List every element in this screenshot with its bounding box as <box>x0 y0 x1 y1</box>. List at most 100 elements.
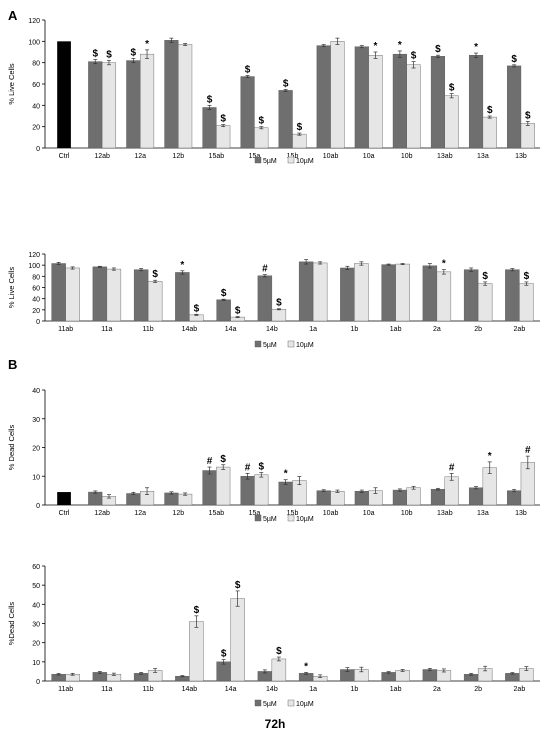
x-tick-label: 10b <box>401 510 413 517</box>
significance-mark: # <box>207 456 213 467</box>
y-axis-label: % Live Cells <box>7 63 16 105</box>
significance-mark: $ <box>524 271 530 282</box>
y-tick-label: 40 <box>32 297 40 304</box>
y-tick-label: 60 <box>32 82 40 89</box>
y-tick-label: 20 <box>32 641 40 648</box>
x-tick-label: 2a <box>433 326 441 333</box>
x-tick-label: 12ab <box>94 153 110 160</box>
x-tick-label: 1ab <box>390 686 402 693</box>
x-tick-label: 13a <box>477 153 489 160</box>
bar-10um <box>230 598 245 682</box>
x-tick-label: 1b <box>350 686 358 693</box>
legend-swatch-5um <box>254 156 262 164</box>
significance-mark: $ <box>258 116 264 127</box>
legend-label-5um: 5µM <box>263 342 277 349</box>
panel-label-a: A <box>8 8 18 23</box>
y-tick-label: 30 <box>32 417 40 424</box>
x-tick-label: 14ab <box>182 686 198 693</box>
significance-mark: $ <box>220 454 226 465</box>
bar-ctrl <box>57 492 71 505</box>
x-tick-label: 15b <box>287 510 299 517</box>
legend-label-10um: 10µM <box>296 701 314 708</box>
x-tick-label: 10a <box>363 153 375 160</box>
x-tick-label: 2b <box>474 686 482 693</box>
x-tick-label: 2ab <box>514 326 526 333</box>
x-tick-label: 15ab <box>209 153 225 160</box>
y-tick-label: 40 <box>32 388 40 395</box>
significance-mark: $ <box>435 44 441 55</box>
legend-swatch-5um <box>254 514 262 522</box>
y-tick-label: 20 <box>32 308 40 315</box>
x-tick-label: 11ab <box>58 686 73 693</box>
x-tick-label: Ctrl <box>59 510 70 517</box>
significance-mark: $ <box>449 83 455 94</box>
significance-mark: $ <box>511 54 517 65</box>
footer-label: 72h <box>264 717 286 731</box>
y-tick-label: 30 <box>32 622 40 629</box>
y-tick-label: 80 <box>32 274 40 281</box>
significance-mark: # <box>262 264 268 275</box>
significance-mark: $ <box>194 303 200 314</box>
x-tick-label: 14b <box>266 686 278 693</box>
significance-mark: $ <box>245 64 251 75</box>
significance-mark: $ <box>297 122 303 133</box>
significance-mark: $ <box>487 105 493 116</box>
significance-mark: $ <box>152 269 158 280</box>
y-tick-label: 10 <box>32 660 40 667</box>
x-tick-label: 2ab <box>514 686 526 693</box>
x-tick-label: 13a <box>477 510 489 517</box>
significance-mark: $ <box>92 48 98 59</box>
significance-mark: $ <box>482 271 488 282</box>
y-tick-label: 100 <box>28 263 40 270</box>
x-tick-label: 14a <box>225 326 237 333</box>
x-tick-label: 13b <box>515 153 527 160</box>
x-tick-label: 14b <box>266 326 278 333</box>
significance-mark: * <box>180 260 184 271</box>
significance-mark: $ <box>258 462 264 473</box>
legend-swatch-10um <box>287 156 295 164</box>
x-tick-label: 2a <box>433 686 441 693</box>
x-tick-label: 12a <box>134 510 146 517</box>
significance-mark: * <box>488 451 492 462</box>
legend-label-10um: 10µM <box>296 342 314 349</box>
significance-mark: $ <box>235 580 241 591</box>
significance-mark: * <box>284 469 288 480</box>
significance-mark: $ <box>207 94 213 105</box>
x-tick-label: 11b <box>143 686 154 693</box>
x-tick-label: Ctrl <box>59 153 70 160</box>
bar-10um <box>189 621 204 682</box>
y-axis-label: % Live Cells <box>7 267 16 309</box>
x-tick-label: 1a <box>309 326 317 333</box>
significance-mark: * <box>304 661 308 672</box>
y-tick-label: 40 <box>32 103 40 110</box>
y-tick-label: 120 <box>28 18 40 25</box>
x-tick-label: 14ab <box>182 326 198 333</box>
x-tick-label: 1b <box>350 326 358 333</box>
legend-label-5um: 5µM <box>263 516 277 523</box>
y-tick-label: 50 <box>32 583 40 590</box>
x-tick-label: 2b <box>474 326 482 333</box>
significance-mark: # <box>449 462 455 473</box>
legend-swatch-5um <box>254 699 262 707</box>
y-tick-label: 10 <box>32 474 40 481</box>
panel-label-b: B <box>8 357 18 372</box>
significance-mark: * <box>398 40 402 51</box>
significance-mark: $ <box>276 646 282 657</box>
x-tick-label: 12ab <box>94 510 110 517</box>
bar-5um <box>422 669 438 682</box>
y-tick-label: 100 <box>28 39 40 46</box>
significance-mark: # <box>525 445 531 456</box>
bar-5um <box>381 672 396 682</box>
bar-5um <box>505 673 520 682</box>
x-tick-label: 10ab <box>323 510 339 517</box>
significance-mark: * <box>442 259 446 270</box>
significance-mark: $ <box>235 306 241 317</box>
legend-swatch-10um <box>287 699 295 707</box>
x-tick-label: 12b <box>172 153 184 160</box>
significance-mark: $ <box>221 288 227 299</box>
y-axis-label: %Dead Cells <box>7 602 16 646</box>
x-tick-label: 11a <box>101 686 112 693</box>
